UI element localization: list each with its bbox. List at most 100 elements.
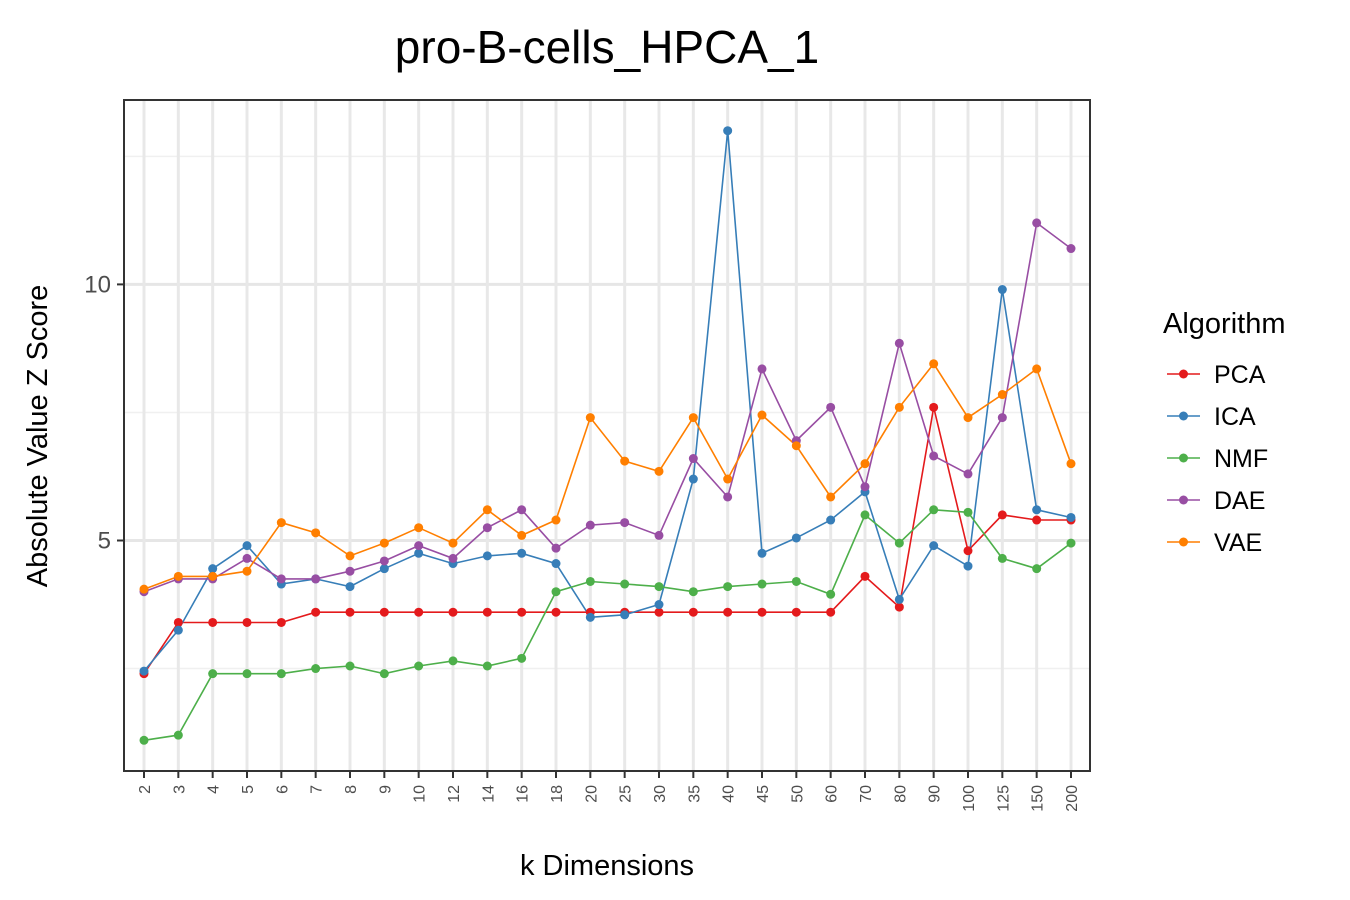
legend-key-point-ica (1179, 411, 1188, 421)
point-vae (1032, 364, 1042, 374)
point-ica (345, 582, 355, 592)
point-nmf (929, 505, 939, 515)
point-nmf (139, 735, 149, 745)
point-ica (791, 533, 801, 543)
point-vae (414, 523, 424, 533)
point-pca (791, 607, 801, 617)
point-vae (482, 505, 492, 515)
x-tick-label: 100 (961, 785, 978, 812)
x-tick-label: 4 (206, 785, 223, 794)
point-dae (276, 574, 286, 584)
point-pca (894, 602, 904, 612)
x-tick-label: 3 (171, 785, 188, 794)
point-vae (791, 441, 801, 451)
point-nmf (620, 579, 630, 589)
point-ica (139, 666, 149, 676)
legend-key-point-dae (1179, 495, 1188, 505)
point-nmf (242, 669, 252, 679)
point-ica (585, 612, 595, 622)
point-ica (551, 559, 561, 569)
point-dae (1066, 244, 1076, 254)
point-dae (311, 574, 321, 584)
series-line-nmf (143, 508, 1072, 742)
legend-key-point-vae (1179, 537, 1188, 547)
point-dae (757, 364, 767, 374)
x-tick-label: 8 (343, 785, 360, 794)
point-pca (1032, 515, 1042, 525)
x-tick-label: 7 (309, 785, 326, 794)
series-line-pca (143, 407, 1071, 675)
point-nmf (448, 656, 458, 666)
point-dae (551, 543, 561, 553)
series-lines (143, 130, 1072, 742)
point-nmf (311, 664, 321, 674)
point-dae (860, 482, 870, 492)
legend-label-pca: PCA (1214, 361, 1266, 389)
point-nmf (414, 661, 424, 671)
point-dae (826, 402, 836, 412)
point-nmf (551, 587, 561, 597)
x-tick-label: 125 (995, 785, 1012, 812)
legend-label-nmf: NMF (1214, 445, 1268, 473)
point-ica (208, 564, 218, 574)
x-tick-label: 50 (789, 785, 806, 803)
point-pca (997, 510, 1007, 520)
point-ica (379, 564, 389, 574)
point-dae (379, 556, 389, 566)
point-vae (929, 359, 939, 369)
x-tick-label: 90 (927, 785, 944, 803)
point-pca (654, 607, 664, 617)
legend-label-vae: VAE (1214, 529, 1262, 557)
x-tick-label: 14 (480, 785, 497, 803)
point-pca (379, 607, 389, 617)
point-vae (517, 530, 527, 540)
point-ica (654, 600, 664, 610)
point-dae (1032, 218, 1042, 228)
legend-key-point-pca (1179, 369, 1188, 379)
point-vae (276, 518, 286, 528)
point-vae (173, 571, 183, 581)
legend: Algorithm PCA ICA NMF DAE VAE (1163, 308, 1286, 557)
point-pca (345, 607, 355, 617)
x-tick-label: 30 (652, 785, 669, 803)
x-tick-label: 18 (549, 785, 566, 803)
point-pca (414, 607, 424, 617)
point-dae (963, 469, 973, 479)
y-tick-label: 10 (84, 271, 111, 298)
point-dae (997, 413, 1007, 423)
point-nmf (517, 653, 527, 663)
point-vae (379, 538, 389, 548)
point-dae (242, 553, 252, 563)
point-nmf (345, 661, 355, 671)
point-pca (173, 617, 183, 627)
point-vae (448, 538, 458, 548)
point-nmf (860, 510, 870, 520)
series-points (139, 126, 1076, 745)
x-tick-label: 20 (583, 785, 600, 803)
x-tick-label: 40 (721, 785, 738, 803)
point-pca (517, 607, 527, 617)
point-ica (963, 561, 973, 571)
point-vae (963, 413, 973, 423)
point-vae (311, 528, 321, 538)
point-vae (1066, 459, 1076, 469)
point-nmf (1032, 564, 1042, 574)
point-dae (894, 338, 904, 348)
grid (124, 100, 1090, 771)
x-tick-label: 25 (618, 785, 635, 803)
point-pca (482, 607, 492, 617)
x-tick-label: 2 (137, 785, 154, 794)
x-tick-label: 9 (377, 785, 394, 794)
x-tick-label: 200 (1064, 785, 1081, 812)
point-vae (139, 584, 149, 594)
point-vae (688, 413, 698, 423)
point-ica (688, 474, 698, 484)
y-axis-title: Absolute Value Z Score (22, 285, 54, 588)
point-pca (860, 571, 870, 581)
point-dae (654, 530, 664, 540)
point-nmf (757, 579, 767, 589)
point-dae (585, 520, 595, 530)
point-ica (620, 610, 630, 620)
point-pca (723, 607, 733, 617)
legend-label-dae: DAE (1214, 487, 1265, 515)
